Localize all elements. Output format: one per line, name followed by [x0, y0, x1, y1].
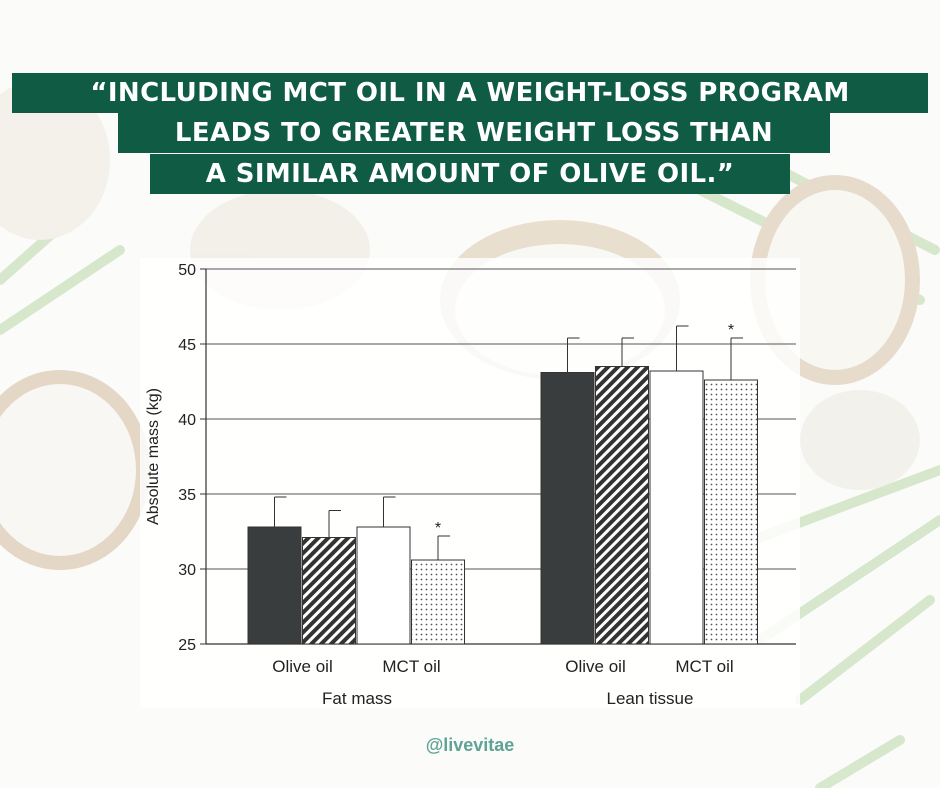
- group-label: Fat mass: [322, 689, 392, 708]
- significance-marker: *: [728, 322, 734, 339]
- bar: [704, 379, 758, 645]
- bar: [356, 526, 411, 645]
- y-tick-label: 35: [178, 487, 196, 504]
- bar: [247, 526, 302, 645]
- significance-marker: *: [435, 520, 441, 537]
- y-tick-label: 45: [178, 337, 196, 354]
- bar: [595, 366, 649, 645]
- headline-line-1: “INCLUDING MCT OIL IN A WEIGHT-LOSS PROG…: [12, 73, 928, 113]
- y-tick-label: 25: [178, 637, 196, 654]
- bar: [302, 537, 356, 645]
- y-tick-label: 30: [178, 562, 196, 579]
- headline-line-3: A SIMILAR AMOUNT OF OLIVE OIL.”: [150, 154, 790, 194]
- bar: [649, 370, 704, 645]
- category-label: MCT oil: [382, 657, 440, 676]
- bar-chart: 25 30 35 40 45 50 Absolute mass (kg) * Olive oil…: [145, 262, 796, 708]
- category-label: Olive oil: [272, 657, 332, 676]
- social-handle: @livevitae: [425, 735, 515, 755]
- headline-line-2: LEADS TO GREATER WEIGHT LOSS THAN: [118, 113, 830, 153]
- bar: [411, 559, 465, 645]
- category-label: Olive oil: [565, 657, 625, 676]
- y-tick-label: 40: [178, 412, 196, 429]
- y-tick-label: 50: [178, 262, 196, 279]
- y-axis-label: Absolute mass (kg): [145, 388, 162, 525]
- chart-panel: 25 30 35 40 45 50 Absolute mass (kg) * Olive oil…: [140, 258, 800, 708]
- group-label: Lean tissue: [607, 689, 694, 708]
- category-label: MCT oil: [675, 657, 733, 676]
- bar: [540, 372, 595, 645]
